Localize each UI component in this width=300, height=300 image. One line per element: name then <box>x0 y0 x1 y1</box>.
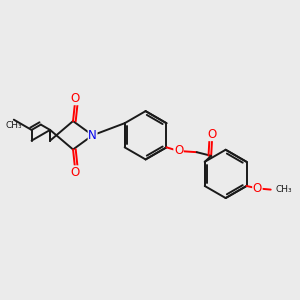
Text: O: O <box>71 92 80 105</box>
Text: N: N <box>88 129 97 142</box>
Text: O: O <box>71 166 80 179</box>
Text: CH₃: CH₃ <box>275 185 292 194</box>
Text: CH₃: CH₃ <box>5 121 22 130</box>
Text: O: O <box>253 182 262 195</box>
Text: O: O <box>174 145 183 158</box>
Text: O: O <box>208 128 217 141</box>
